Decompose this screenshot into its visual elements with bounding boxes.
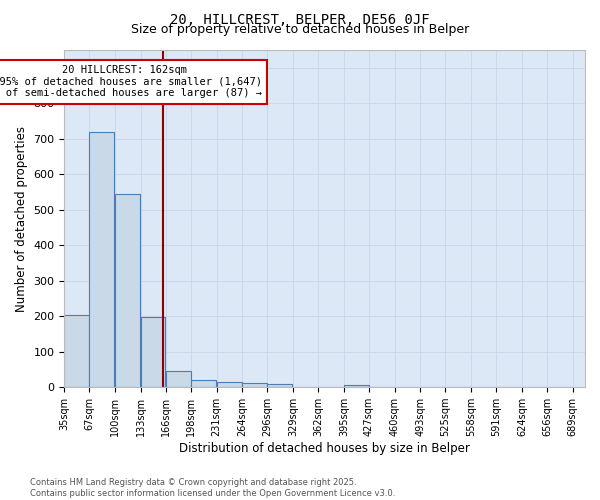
Bar	[242, 384, 267, 387]
Bar	[166, 371, 191, 387]
Text: 20 HILLCREST: 162sqm
← 95% of detached houses are smaller (1,647)
5% of semi-det: 20 HILLCREST: 162sqm ← 95% of detached h…	[0, 65, 262, 98]
Text: Contains HM Land Registry data © Crown copyright and database right 2025.
Contai: Contains HM Land Registry data © Crown c…	[30, 478, 395, 498]
Bar	[267, 384, 292, 387]
X-axis label: Distribution of detached houses by size in Belper: Distribution of detached houses by size …	[179, 442, 470, 455]
Bar	[64, 315, 89, 387]
Bar	[344, 384, 369, 387]
Text: Size of property relative to detached houses in Belper: Size of property relative to detached ho…	[131, 22, 469, 36]
Y-axis label: Number of detached properties: Number of detached properties	[15, 126, 28, 312]
Bar	[89, 132, 114, 387]
Text: 20, HILLCREST, BELPER, DE56 0JF: 20, HILLCREST, BELPER, DE56 0JF	[170, 12, 430, 26]
Bar	[115, 194, 140, 387]
Bar	[140, 318, 166, 387]
Bar	[191, 380, 216, 387]
Bar	[217, 382, 242, 387]
